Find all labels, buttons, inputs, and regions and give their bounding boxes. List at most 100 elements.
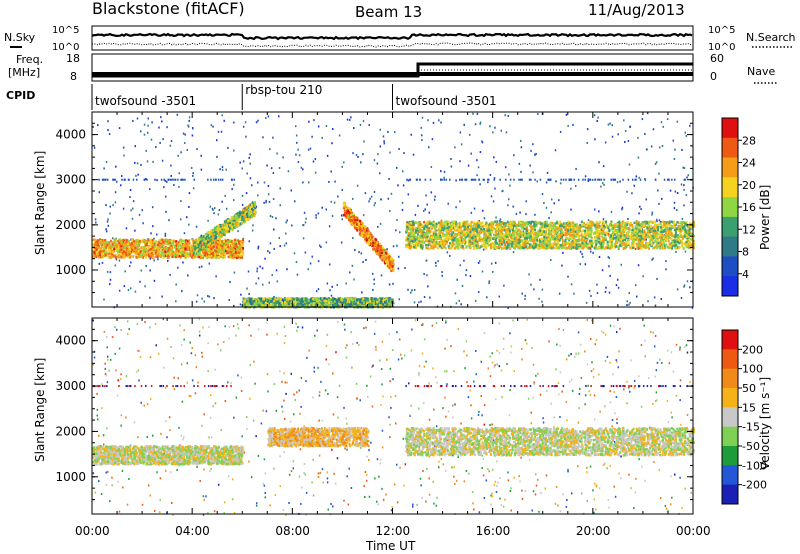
echo-cell [629,221,632,225]
echo-cell [375,238,378,242]
scatter-echo [287,170,290,173]
echo-cell [557,229,560,233]
scatter-echo [108,132,111,135]
echo-cell [208,230,211,234]
scatter-echo [255,282,257,285]
scatter-echo [106,220,109,223]
scatter-echo [656,220,658,223]
scatter-echo [239,303,242,306]
scatter-echo [147,124,149,127]
echo-cell [379,252,382,255]
scatter-echo [520,170,522,173]
echo-cell [350,220,353,224]
echo-cell [224,223,227,227]
echo-cell [428,243,431,246]
echo-cell [345,216,348,219]
scatter-echo [641,228,644,231]
scatter-echo [553,202,555,205]
scatter-echo [195,225,198,228]
echo-cell [181,252,184,256]
echo-cell [166,242,169,246]
scatter-echo [386,248,388,251]
scatter-echo [596,283,598,286]
scatter-echo [401,201,404,204]
scatter-echo [192,172,194,175]
scatter-echo [363,140,365,143]
echo-cell [222,256,225,259]
scatter-echo [429,296,431,299]
scatter-echo [631,192,633,195]
scatter-echo [257,277,260,280]
echo-cell [238,210,241,214]
echo-cell [117,250,120,254]
echo-cell [202,244,205,247]
echo-cell [237,213,240,216]
echo-cell [231,223,234,226]
scatter-echo [617,286,620,289]
echo-cell [682,221,685,224]
echo-cell [196,249,199,252]
echo-cell [219,232,222,236]
scatter-echo [489,125,491,128]
scatter-echo [628,303,630,306]
echo-cell [560,245,563,249]
echo-cell [236,254,239,258]
echo-cell [241,246,244,250]
echo-cell [180,249,183,252]
scatter-echo [215,275,217,278]
echo-cell [213,232,216,236]
echo-cell [101,255,104,259]
echo-cell [177,241,180,244]
echo-cell [230,240,233,243]
scatter-echo [665,260,667,263]
scatter-echo [428,146,430,149]
nave-label: Nave [747,65,775,78]
scatter-echo [487,178,490,181]
echo-cell [356,223,359,226]
echo-cell [216,246,219,250]
echo-cell [234,238,237,241]
echo-cell [380,257,383,261]
scatter-echo [622,178,624,181]
scatter-echo [487,181,489,184]
scatter-echo [177,154,179,157]
scatter-echo [449,254,451,257]
echo-cell [214,251,217,254]
scatter-echo [200,234,203,237]
scatter-echo [562,178,565,181]
echo-cell [373,247,376,251]
echo-cell [217,247,220,250]
echo-cell [146,253,149,256]
echo-cell [661,236,664,240]
echo-cell [504,227,507,231]
echo-cell [237,218,240,222]
echo-cell [383,260,386,264]
echo-cell [236,220,239,223]
scatter-echo [621,206,624,209]
echo-cell [513,237,516,240]
scatter-echo [611,135,614,138]
echo-cell [201,254,204,258]
echo-cell [388,262,391,265]
echo-cell [359,224,362,228]
scatter-echo [459,200,461,203]
scatter-echo [276,280,279,283]
scatter-echo [620,263,623,266]
scatter-echo [465,269,468,272]
echo-cell [223,244,226,247]
echo-cell [218,242,221,246]
scatter-echo [140,163,142,166]
echo-cell [252,209,255,212]
scatter-echo [676,209,678,212]
echo-cell [410,242,413,245]
echo-cell [371,244,374,248]
echo-cell [620,244,623,248]
scatter-echo [631,178,634,181]
scatter-echo [388,177,390,180]
echo-cell [214,231,217,234]
scatter-echo [249,177,252,180]
echo-cell [105,251,108,255]
echo-cell [136,251,139,255]
echo-cell [212,229,215,233]
echo-cell [207,231,210,234]
